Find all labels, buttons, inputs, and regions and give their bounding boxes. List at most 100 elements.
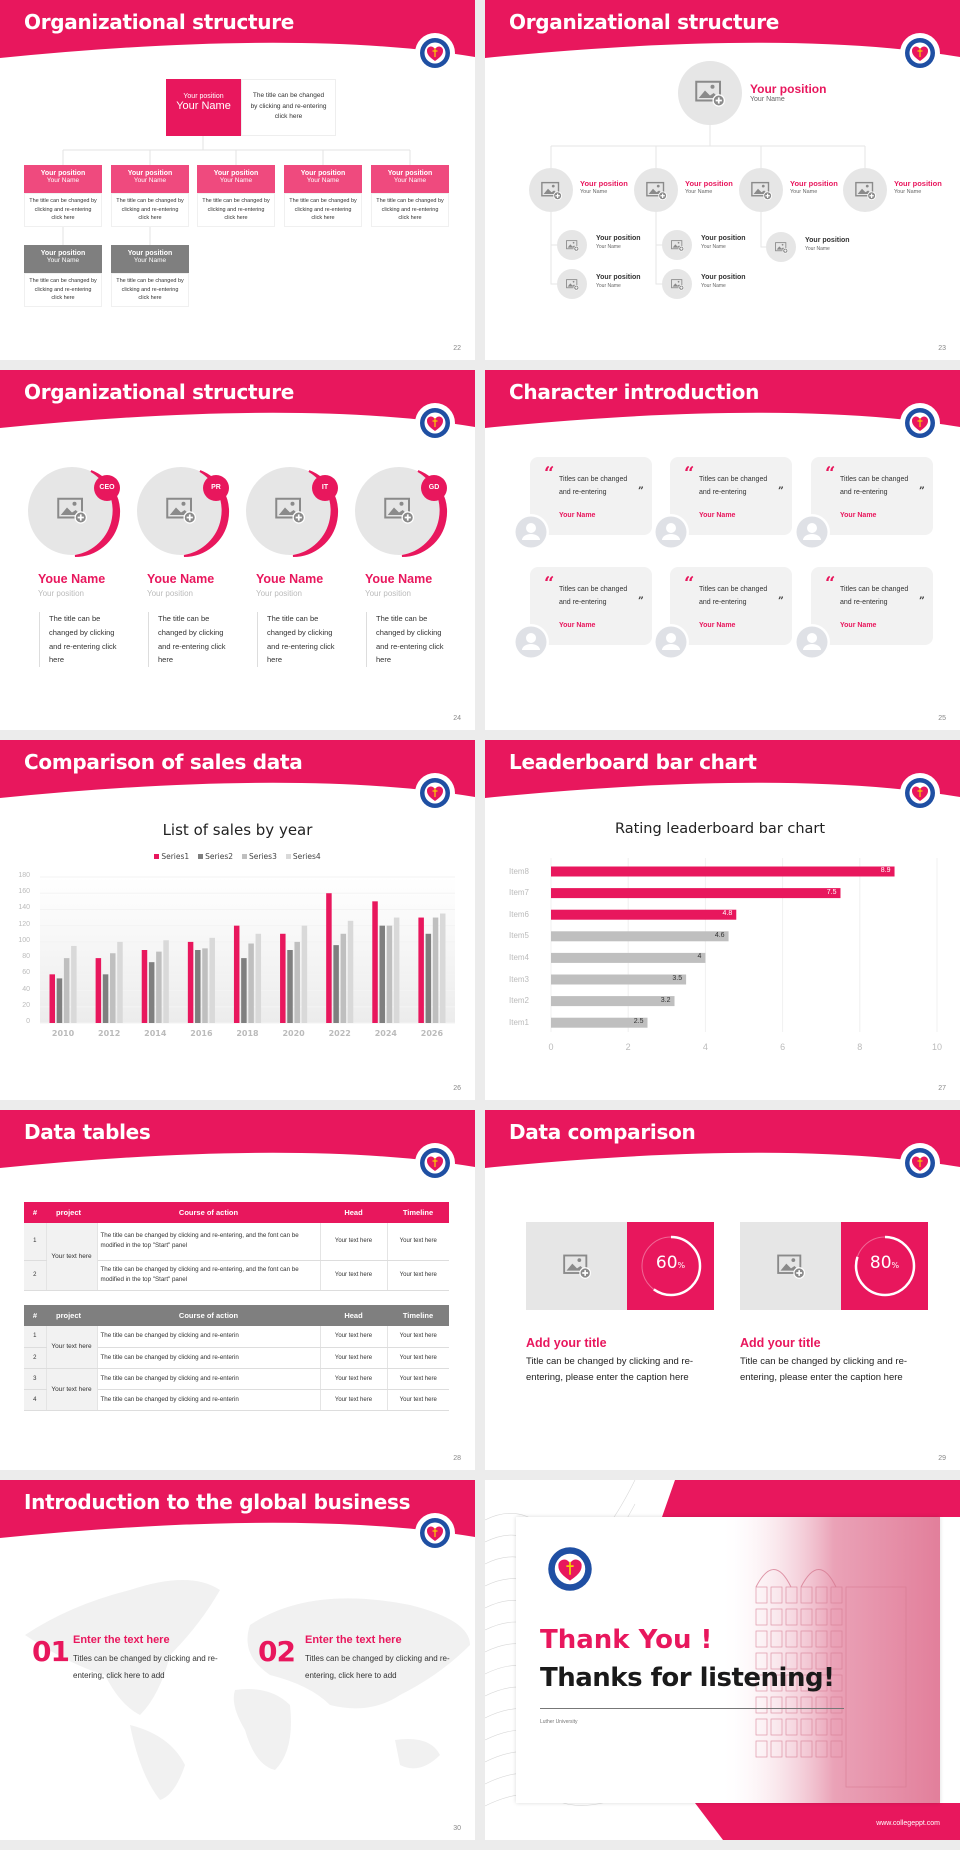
page-number: 27 [938,1085,946,1092]
head-cell: Your text here [320,1223,388,1261]
connector-lines [0,0,475,360]
item-title: Add your title [740,1336,821,1350]
position-label: Your position [183,93,224,100]
person-name: Youe Name [256,572,324,586]
category-label: Item3 [509,974,530,984]
timeline-cell: Your text here [387,1223,449,1261]
connector-lines [485,0,960,360]
x-tick-label: 6 [780,1042,786,1052]
data-label: 4.8 [722,910,733,918]
position-label: Your position [127,170,173,177]
quote-text: Titles can be changed and re-entering [840,586,909,606]
bar-item4 [551,952,706,963]
column-header: project [56,1208,82,1217]
name-label: Your Name [393,177,427,184]
bar-item2 [551,996,675,1007]
position-description: The title can be changed by clicking and… [24,193,102,227]
close-quote-icon: ” [638,486,644,497]
position-description: The title can be changed by clicking and… [284,193,362,227]
timeline-cell: Your text here [387,1347,449,1369]
position-description: The title can be changed by clicking and… [197,193,275,227]
bar-series2-2014 [148,962,155,1023]
position-label: Your position [40,170,86,177]
avatar-icon [653,514,689,555]
role-badge: PR [203,475,229,501]
quote-card [811,567,933,645]
university-logo-icon [900,33,940,78]
photo-placeholder [739,168,783,212]
category-label: Item6 [509,909,530,919]
percent-number: 60 [655,1253,678,1273]
bar-series1-2012 [95,958,102,1023]
slide-31: Thank You ! Thanks for listening! Luther U… [485,1480,960,1840]
quote-card [811,457,933,535]
column-header: # [32,1311,38,1320]
slide-title: Organizational structure [24,380,295,404]
legend-swatch [285,854,291,859]
legend-item: Series1 [154,852,189,861]
data-label: 4 [697,953,702,961]
x-tick-label: 2010 [51,1029,75,1038]
quote-text: Titles can be changed and re-entering [840,476,909,496]
y-tick-label: 80 [22,953,30,961]
university-name: Luther University [540,1719,578,1725]
name-label: Your Name [805,246,830,252]
page-number: 26 [453,1085,461,1092]
slide-26: Comparison of sales data 26 List of sales … [0,740,475,1100]
item-description: Title can be changed by clicking and re-… [526,1356,694,1383]
photo-placeholder [529,168,573,212]
category-label: Item8 [509,866,530,876]
leaderboard-chart [550,858,938,1032]
position-label: Your position [596,274,641,281]
quote-text: Titles can be changed and re-entering [559,586,628,606]
name-label: Your Name [580,189,608,195]
head-cell: Your text here [320,1347,388,1369]
university-logo-icon [900,1143,940,1188]
photo-placeholder [557,230,587,260]
y-tick-label: 140 [18,904,30,912]
bar-item5 [551,931,729,942]
bar-series2-2024 [379,925,385,1023]
bar-series2-2026 [425,933,432,1023]
table-row: 2 The title can be changed by clicking an… [24,1347,449,1369]
quote-author: Your Name [559,512,596,519]
column-header: Head [344,1208,363,1217]
x-tick-label: 2022 [328,1029,351,1038]
position-label: Your position [580,179,628,188]
divider [540,1708,844,1709]
avatar-icon [513,514,549,555]
position-header: Your position Your Name [24,165,102,193]
person-description: The title can be changed by clicking and… [366,612,448,668]
action-cell: The title can be changed by clicking and… [97,1223,321,1261]
y-tick-label: 100 [18,936,30,944]
avatar-icon [794,514,830,555]
percent-unit: % [891,1261,900,1270]
bar-series2-2018 [241,958,247,1023]
name-label: Your Name [750,96,785,103]
bar-series2-2020 [287,950,293,1023]
person-name: Youe Name [38,572,106,586]
slide-27: Leaderboard bar chart 27 Rating leaderboar… [485,740,960,1100]
thanks-subheading: Thanks for listening! [540,1663,835,1693]
close-quote-icon: ” [919,596,925,607]
quote-author: Your Name [699,622,736,629]
y-tick-label: 160 [18,888,30,896]
slide-title: Character introduction [509,380,760,404]
bar-series4-2026 [439,913,446,1023]
person-position: Your position [38,589,84,598]
position-header: Your position Your Name [111,165,189,193]
photo-placeholder [662,269,692,299]
x-tick-label: 2 [625,1042,631,1052]
slide-22: Organizational structure 22 Your position Y… [0,0,475,360]
person-position: Your position [147,589,193,598]
university-logo-icon [415,33,455,78]
close-quote-icon: ” [778,486,784,497]
photo-placeholder [634,168,678,212]
legend-item: Series4 [285,852,321,861]
bar-series3-2024 [386,925,393,1023]
sales-chart [40,876,455,1024]
percent-value: 80% [841,1253,928,1273]
avatar-icon [513,624,549,665]
bar-series1-2016 [187,941,194,1023]
position-description: The title can be changed by clicking and… [371,193,449,227]
